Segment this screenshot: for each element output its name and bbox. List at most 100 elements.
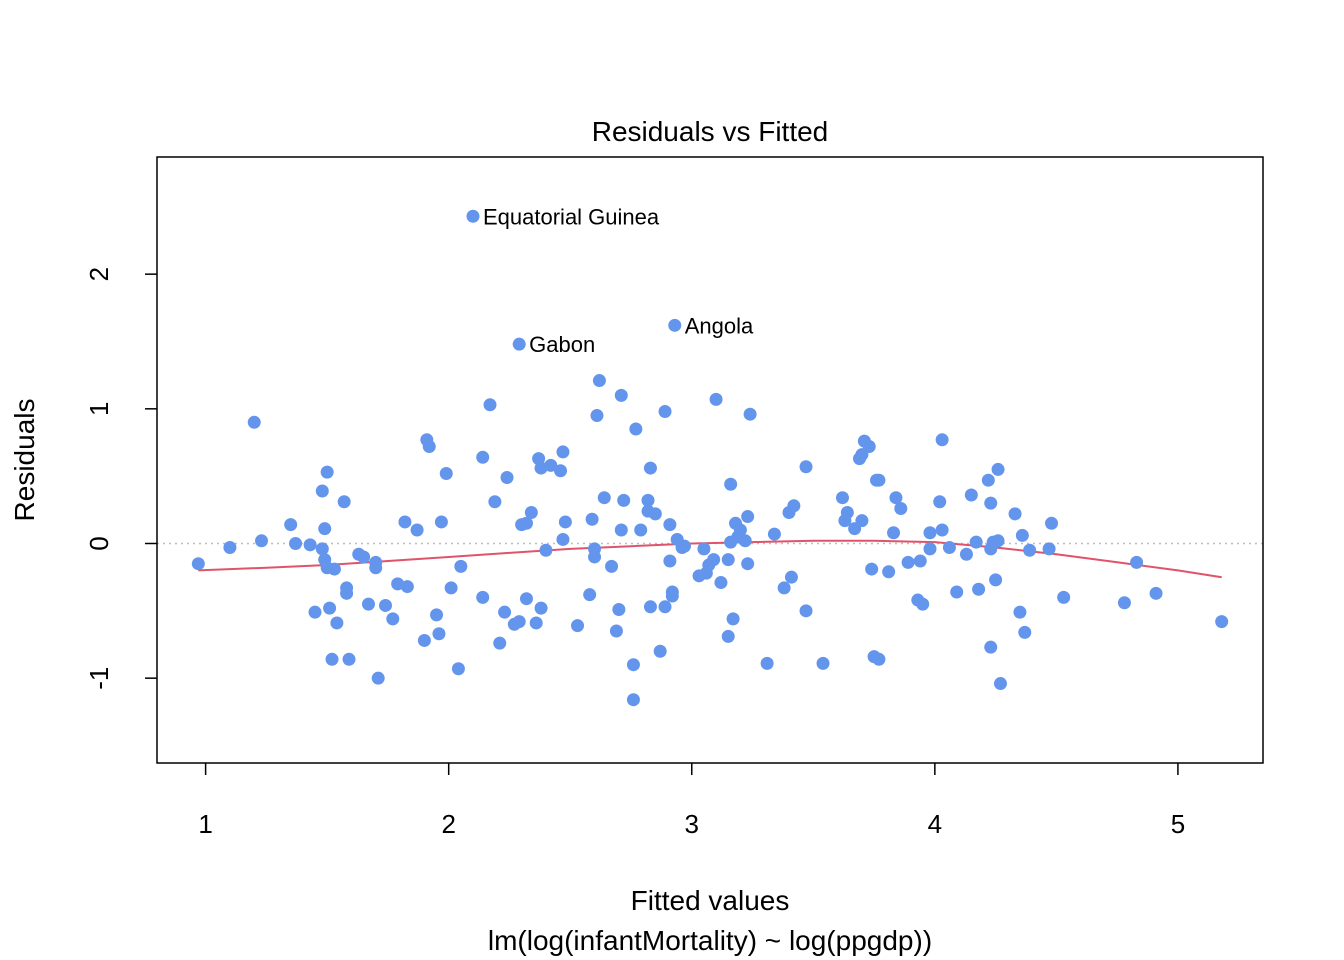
data-point xyxy=(1045,516,1059,530)
data-point xyxy=(398,515,412,529)
data-point xyxy=(612,602,626,616)
data-point xyxy=(617,493,631,507)
data-point xyxy=(1117,596,1131,610)
data-point xyxy=(325,652,339,666)
data-point xyxy=(835,491,849,505)
data-point xyxy=(784,570,798,584)
data-point xyxy=(643,600,657,614)
data-point xyxy=(583,588,597,602)
data-point xyxy=(787,499,801,513)
data-point xyxy=(721,553,735,567)
data-point xyxy=(498,605,512,619)
data-point xyxy=(872,652,886,666)
data-point xyxy=(1215,615,1229,629)
plot-frame xyxy=(156,156,1264,764)
x-tick-label: 4 xyxy=(928,809,942,839)
data-point xyxy=(597,491,611,505)
data-point xyxy=(483,398,497,412)
y-tick-label: 0 xyxy=(84,536,114,550)
data-point xyxy=(539,543,553,557)
data-point xyxy=(916,597,930,611)
chart-title: Residuals vs Fitted xyxy=(592,116,829,147)
labeled-data-point xyxy=(512,337,526,351)
data-point xyxy=(1042,542,1056,556)
data-point xyxy=(410,523,424,537)
data-point xyxy=(641,493,655,507)
data-point xyxy=(476,450,490,464)
data-point xyxy=(741,510,755,524)
data-point xyxy=(959,547,973,561)
data-point xyxy=(315,484,329,498)
data-point xyxy=(882,565,896,579)
data-point xyxy=(767,527,781,541)
data-point xyxy=(709,392,723,406)
data-point xyxy=(558,515,572,529)
data-point xyxy=(323,601,337,615)
x-tick-label: 3 xyxy=(685,809,699,839)
data-point xyxy=(658,405,672,419)
data-point xyxy=(741,557,755,571)
data-point xyxy=(529,616,543,630)
data-point xyxy=(451,662,465,676)
data-point xyxy=(556,445,570,459)
data-point xyxy=(330,616,344,630)
data-point xyxy=(400,580,414,594)
data-point xyxy=(318,522,332,536)
data-point xyxy=(714,576,728,590)
data-point xyxy=(913,554,927,568)
data-point xyxy=(950,585,964,599)
data-point xyxy=(634,523,648,537)
data-point xyxy=(972,582,986,596)
data-point xyxy=(308,605,322,619)
data-point xyxy=(760,656,774,670)
data-point xyxy=(648,507,662,521)
data-point xyxy=(444,581,458,595)
x-axis-label: Fitted values xyxy=(631,885,790,916)
data-point xyxy=(605,559,619,573)
data-point xyxy=(554,464,568,478)
data-point xyxy=(1149,586,1163,600)
data-point xyxy=(726,612,740,626)
x-tick-label: 5 xyxy=(1171,809,1185,839)
data-point xyxy=(592,374,606,388)
data-point xyxy=(942,541,956,555)
data-point xyxy=(733,523,747,537)
data-point xyxy=(369,561,383,575)
data-point xyxy=(439,466,453,480)
chart-subtitle: lm(log(infantMortality) ~ log(ppgdp)) xyxy=(488,925,932,956)
data-point xyxy=(724,477,738,491)
data-point xyxy=(434,515,448,529)
data-point xyxy=(707,553,721,567)
y-axis-label: Residuals xyxy=(9,399,40,522)
data-point xyxy=(544,458,558,472)
data-point xyxy=(614,523,628,537)
data-point xyxy=(935,523,949,537)
data-point xyxy=(663,554,677,568)
point-label: Angola xyxy=(685,313,754,338)
data-point xyxy=(872,473,886,487)
data-point xyxy=(894,501,908,515)
data-point xyxy=(191,557,205,571)
data-point xyxy=(862,440,876,454)
data-point xyxy=(534,601,548,615)
point-label: Equatorial Guinea xyxy=(483,204,660,229)
data-point xyxy=(855,514,869,528)
data-point xyxy=(653,644,667,658)
y-tick-label: -1 xyxy=(84,667,114,690)
data-point xyxy=(585,512,599,526)
data-point xyxy=(677,539,691,553)
data-point xyxy=(1013,605,1027,619)
data-point xyxy=(500,471,514,485)
data-point xyxy=(935,433,949,447)
data-point xyxy=(476,590,490,604)
labeled-data-point xyxy=(466,209,480,223)
data-point xyxy=(371,671,385,685)
data-point xyxy=(315,542,329,556)
data-point xyxy=(658,600,672,614)
data-point xyxy=(816,656,830,670)
data-point xyxy=(626,693,640,707)
data-point xyxy=(337,495,351,509)
data-point xyxy=(588,550,602,564)
data-point xyxy=(799,460,813,474)
data-point xyxy=(422,440,436,454)
